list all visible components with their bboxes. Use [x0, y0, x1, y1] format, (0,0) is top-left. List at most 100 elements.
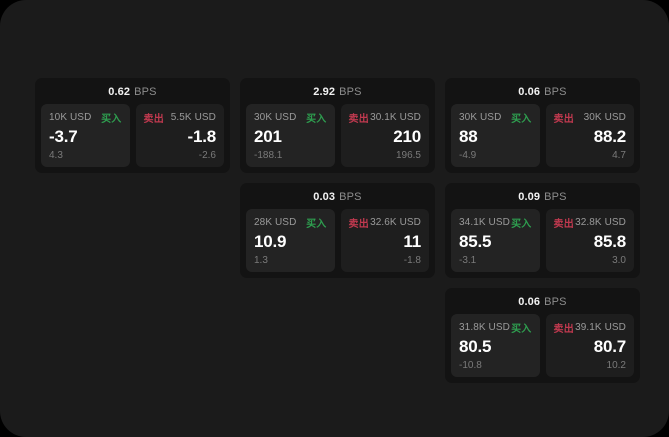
card-body: 28K USD 买入 10.9 1.3 卖出 32.6K USD 11 -1.8 [240, 209, 435, 272]
sell-price: 85.8 [593, 232, 626, 251]
sell-size-label: 5.5K USD [170, 111, 216, 123]
panel-header: 卖出 30.1K USD [348, 111, 422, 125]
sell-panel[interactable]: 卖出 30K USD 88.2 4.7 [545, 104, 634, 167]
card-header: 0.06 BPS [445, 288, 640, 314]
panel-header: 31.8K USD 买入 [459, 321, 532, 335]
bps-value: 0.06 [518, 296, 541, 308]
buy-price: 88 [459, 127, 478, 146]
quote-card[interactable]: 0.03 BPS 28K USD 买入 10.9 1.3 卖出 32.6K USD 11 -1.8 [240, 183, 435, 278]
buy-size-label: 30K USD [459, 111, 502, 123]
buy-delta: -10.8 [459, 360, 482, 371]
bps-unit-label: BPS [544, 191, 567, 203]
sell-action-label[interactable]: 卖出 [553, 218, 574, 230]
buy-panel[interactable]: 31.8K USD 买入 80.5 -10.8 [451, 314, 540, 377]
sell-delta: -2.6 [198, 150, 216, 161]
buy-panel[interactable]: 30K USD 买入 88 -4.9 [451, 104, 540, 167]
card-header: 0.03 BPS [240, 183, 435, 209]
buy-delta: -3.1 [459, 255, 477, 266]
card-body: 10K USD 买入 -3.7 4.3 卖出 5.5K USD -1.8 -2.6 [35, 104, 230, 167]
quote-card[interactable]: 0.09 BPS 34.1K USD 买入 85.5 -3.1 卖出 32.8K USD 85.… [445, 183, 640, 278]
buy-size-label: 10K USD [49, 111, 92, 123]
sell-panel[interactable]: 卖出 39.1K USD 80.7 10.2 [545, 314, 634, 377]
buy-price: 201 [254, 127, 282, 146]
sell-size-label: 39.1K USD [575, 321, 626, 333]
sell-price: -1.8 [187, 127, 217, 146]
card-header: 0.62 BPS [35, 78, 230, 104]
sell-panel[interactable]: 卖出 32.6K USD 11 -1.8 [340, 209, 429, 272]
card-header: 0.09 BPS [445, 183, 640, 209]
buy-price: 80.5 [459, 337, 492, 356]
buy-panel[interactable]: 34.1K USD 买入 85.5 -3.1 [451, 209, 540, 272]
buy-size-label: 34.1K USD [459, 216, 510, 228]
buy-action-label[interactable]: 买入 [101, 113, 122, 125]
buy-size-label: 28K USD [254, 216, 297, 228]
panel-header: 30K USD 买入 [254, 111, 327, 125]
quote-card[interactable]: 0.06 BPS 31.8K USD 买入 80.5 -10.8 卖出 39.1K USD 80… [445, 288, 640, 383]
panel-header: 卖出 32.8K USD [553, 216, 627, 230]
buy-action-label[interactable]: 买入 [306, 218, 327, 230]
sell-size-label: 32.8K USD [575, 216, 626, 228]
buy-action-label[interactable]: 买入 [511, 113, 532, 125]
card-body: 30K USD 买入 88 -4.9 卖出 30K USD 88.2 4.7 [445, 104, 640, 167]
bps-value: 0.09 [518, 191, 541, 203]
quote-board: 0.62 BPS 10K USD 买入 -3.7 4.3 卖出 5.5K USD -1.8 -2.… [35, 78, 640, 383]
buy-panel[interactable]: 30K USD 买入 201 -188.1 [246, 104, 335, 167]
sell-delta: 10.2 [606, 360, 626, 371]
bps-value: 0.62 [108, 86, 131, 98]
bps-value: 0.03 [313, 191, 336, 203]
sell-price: 11 [403, 232, 421, 251]
buy-price: 85.5 [459, 232, 492, 251]
sell-panel[interactable]: 卖出 5.5K USD -1.8 -2.6 [135, 104, 224, 167]
board-column: 2.92 BPS 30K USD 买入 201 -188.1 卖出 30.1K USD 210 1… [240, 78, 435, 278]
card-body: 34.1K USD 买入 85.5 -3.1 卖出 32.8K USD 85.8 3.0 [445, 209, 640, 272]
sell-price: 210 [393, 127, 421, 146]
quote-card[interactable]: 2.92 BPS 30K USD 买入 201 -188.1 卖出 30.1K USD 210 1… [240, 78, 435, 173]
buy-panel[interactable]: 28K USD 买入 10.9 1.3 [246, 209, 335, 272]
sell-size-label: 32.6K USD [370, 216, 421, 228]
bps-value: 2.92 [313, 86, 336, 98]
quote-card[interactable]: 0.62 BPS 10K USD 买入 -3.7 4.3 卖出 5.5K USD -1.8 -2.… [35, 78, 230, 173]
panel-header: 30K USD 买入 [459, 111, 532, 125]
buy-delta: 1.3 [254, 255, 268, 266]
sell-action-label[interactable]: 卖出 [553, 113, 574, 125]
sell-delta: -1.8 [403, 255, 421, 266]
buy-delta: 4.3 [49, 150, 63, 161]
bps-value: 0.06 [518, 86, 541, 98]
buy-action-label[interactable]: 买入 [306, 113, 327, 125]
panel-header: 34.1K USD 买入 [459, 216, 532, 230]
panel-header: 10K USD 买入 [49, 111, 122, 125]
card-header: 2.92 BPS [240, 78, 435, 104]
panel-header: 卖出 5.5K USD [143, 111, 217, 125]
card-header: 0.06 BPS [445, 78, 640, 104]
board-column: 0.62 BPS 10K USD 买入 -3.7 4.3 卖出 5.5K USD -1.8 -2.… [35, 78, 230, 173]
sell-panel[interactable]: 卖出 32.8K USD 85.8 3.0 [545, 209, 634, 272]
sell-action-label[interactable]: 卖出 [348, 218, 369, 230]
buy-price: 10.9 [254, 232, 287, 251]
bps-unit-label: BPS [544, 296, 567, 308]
buy-delta: -4.9 [459, 150, 477, 161]
sell-delta: 196.5 [395, 150, 421, 161]
sell-action-label[interactable]: 卖出 [553, 323, 574, 335]
sell-action-label[interactable]: 卖出 [143, 113, 164, 125]
bps-unit-label: BPS [134, 86, 157, 98]
sell-price: 88.2 [593, 127, 626, 146]
buy-size-label: 31.8K USD [459, 321, 510, 333]
bps-unit-label: BPS [339, 86, 362, 98]
sell-size-label: 30.1K USD [370, 111, 421, 123]
buy-action-label[interactable]: 买入 [511, 218, 532, 230]
panel-header: 卖出 32.6K USD [348, 216, 422, 230]
sell-action-label[interactable]: 卖出 [348, 113, 369, 125]
sell-panel[interactable]: 卖出 30.1K USD 210 196.5 [340, 104, 429, 167]
buy-panel[interactable]: 10K USD 买入 -3.7 4.3 [41, 104, 130, 167]
card-body: 30K USD 买入 201 -188.1 卖出 30.1K USD 210 196.5 [240, 104, 435, 167]
bps-unit-label: BPS [339, 191, 362, 203]
sell-delta: 4.7 [612, 150, 626, 161]
buy-action-label[interactable]: 买入 [511, 323, 532, 335]
buy-size-label: 30K USD [254, 111, 297, 123]
sell-delta: 3.0 [612, 255, 626, 266]
panel-header: 卖出 39.1K USD [553, 321, 627, 335]
sell-price: 80.7 [593, 337, 626, 356]
quote-card[interactable]: 0.06 BPS 30K USD 买入 88 -4.9 卖出 30K USD 88.2 4.7 [445, 78, 640, 173]
bps-unit-label: BPS [544, 86, 567, 98]
